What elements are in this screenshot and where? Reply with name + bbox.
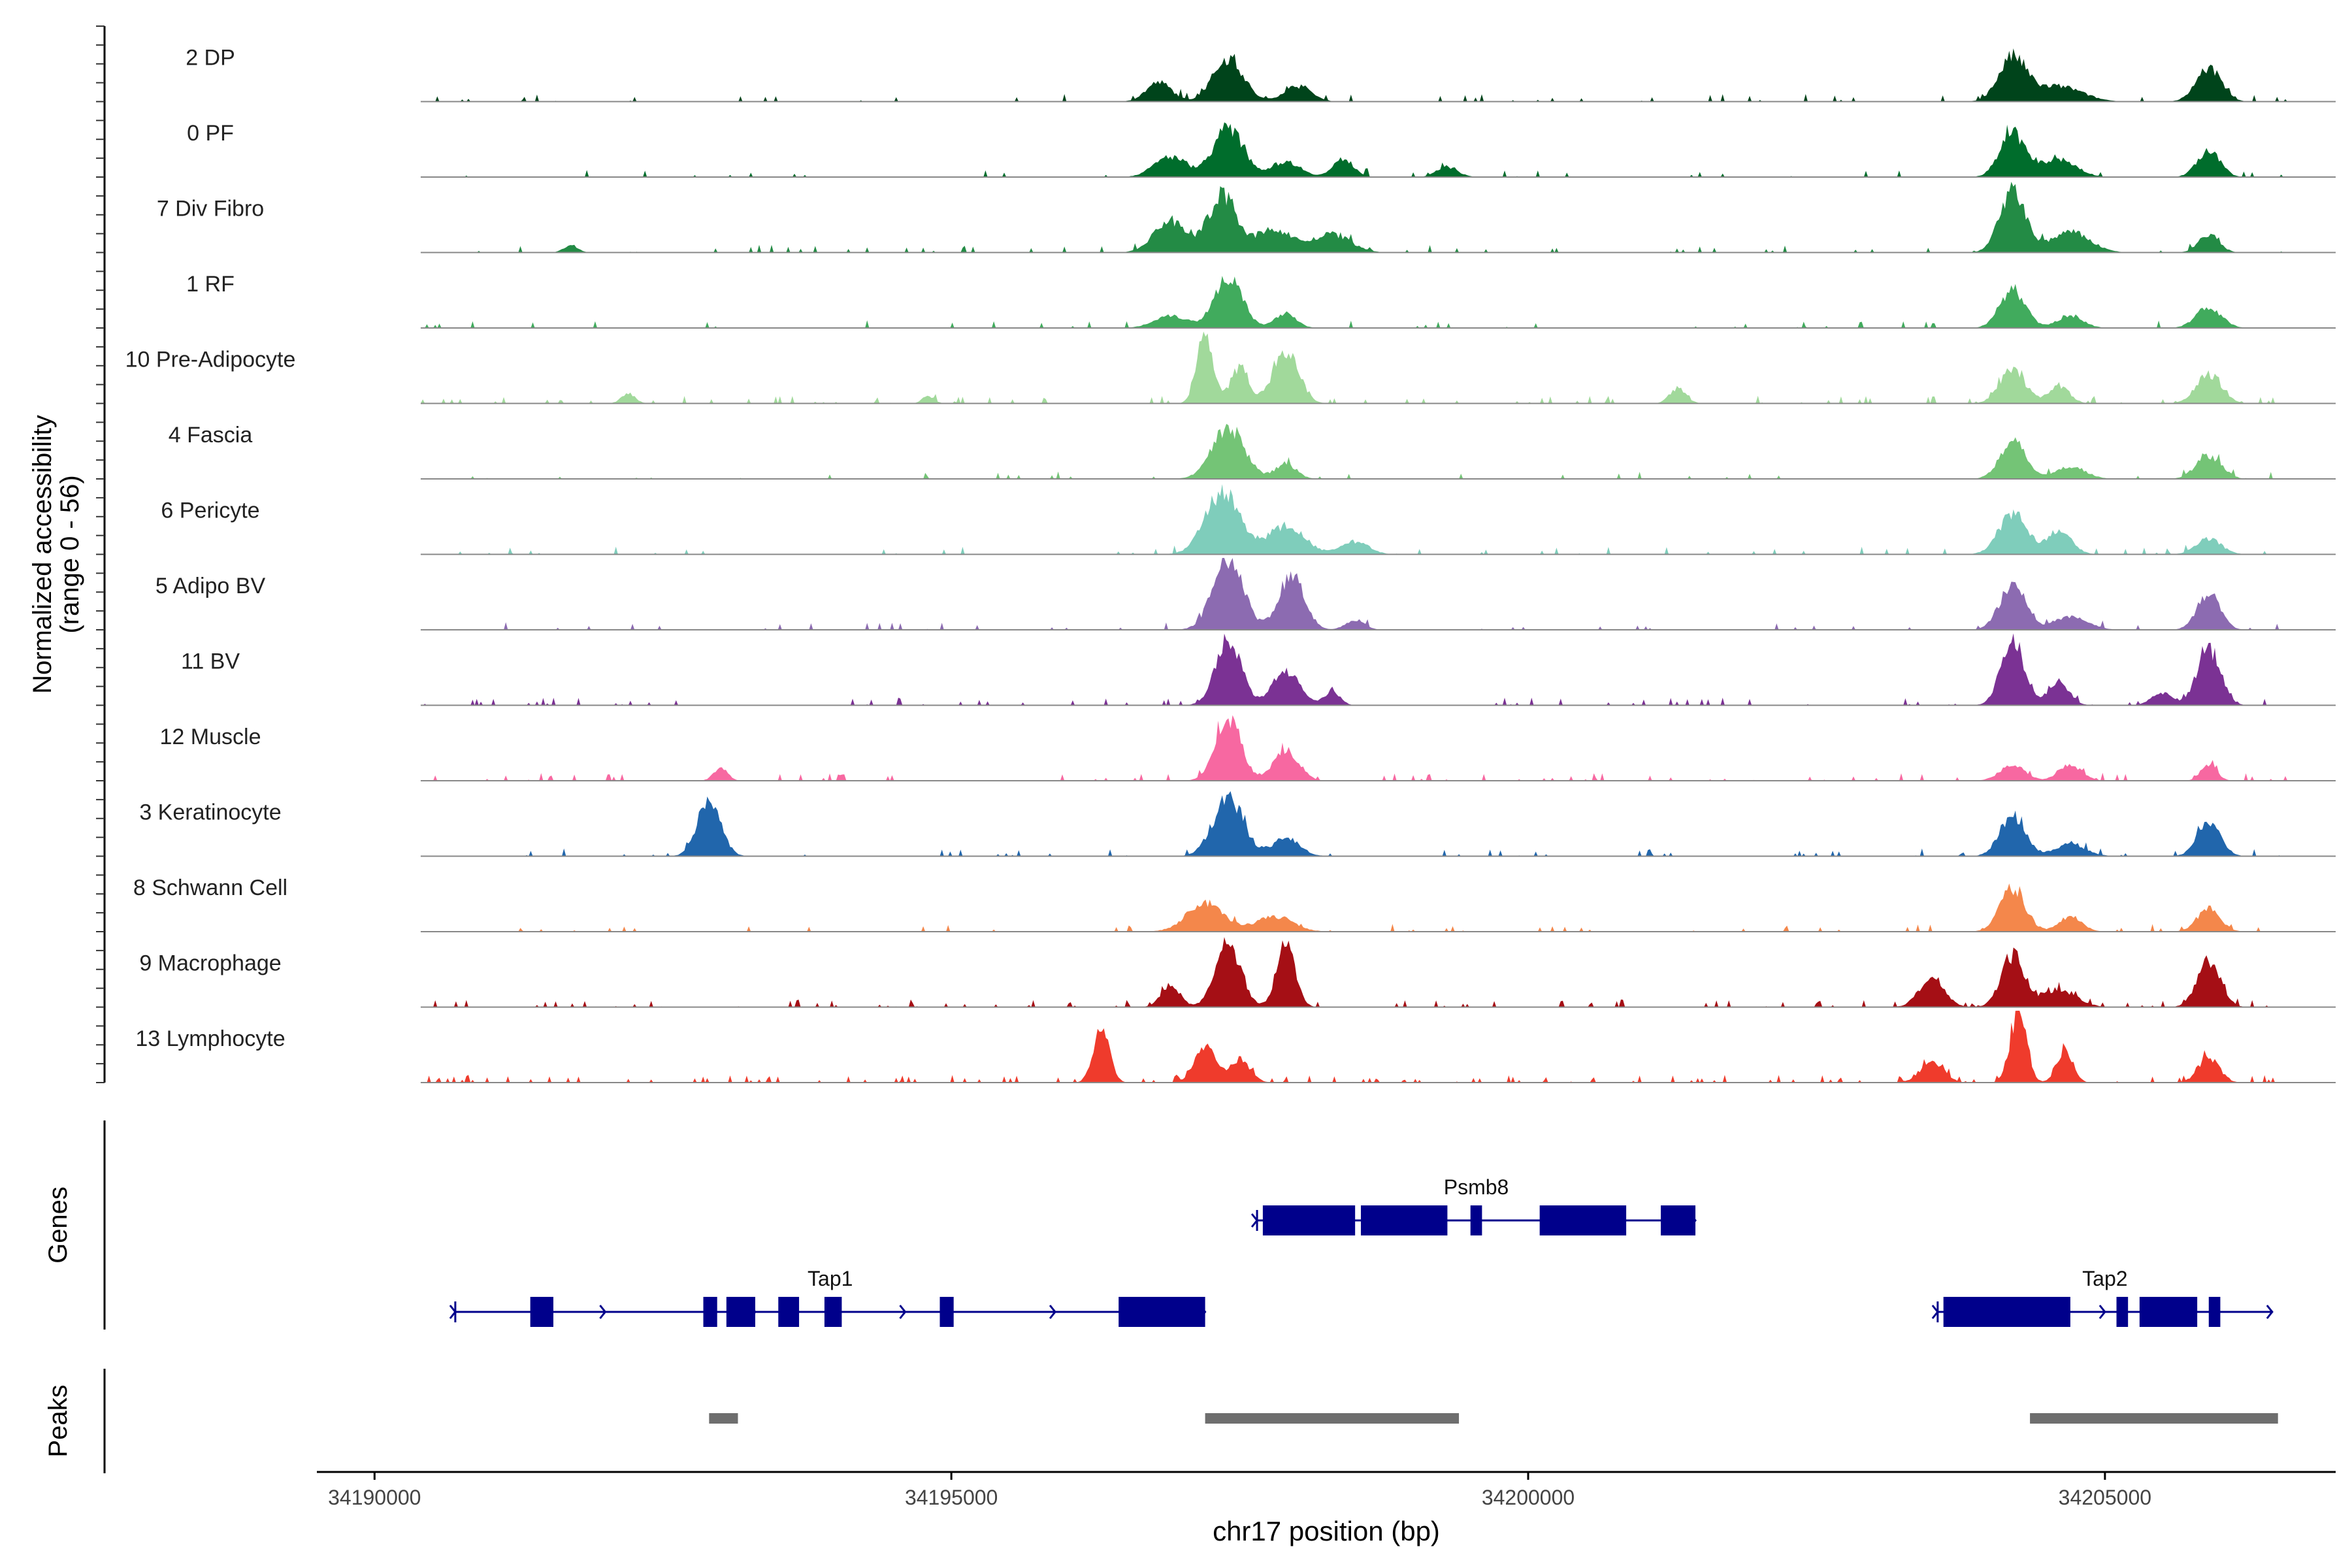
coverage-area-2 [420, 182, 2290, 253]
track-label: 5 Adipo BV [155, 574, 266, 598]
strand-arrow-icon [1931, 1305, 1939, 1319]
exon-block [1539, 1205, 1627, 1235]
track-10: 3 Keratinocyte [139, 791, 2336, 857]
track-9: 12 Muscle [160, 715, 2336, 781]
coverage-area-3 [420, 276, 2290, 328]
peak-region [2030, 1413, 2278, 1424]
coverage-area-11 [420, 883, 2290, 932]
track-1: 0 PF [187, 121, 2336, 178]
x-tick-label: 34195000 [905, 1486, 998, 1509]
exon-block [2116, 1297, 2129, 1327]
track-label: 1 RF [186, 272, 235, 297]
exon-block [726, 1297, 755, 1327]
peaks-panel: Peaks [44, 1369, 2278, 1473]
exon-block [1661, 1205, 1696, 1235]
strand-arrow-icon [449, 1305, 457, 1319]
track-2: 7 Div Fibro [157, 182, 2336, 253]
coverage-area-7 [420, 558, 2290, 630]
track-7: 5 Adipo BV [155, 558, 2336, 630]
track-label: 11 BV [181, 649, 240, 674]
exon-block [703, 1297, 717, 1327]
strand-arrow-icon [899, 1305, 907, 1319]
coverage-area-0 [420, 48, 2290, 102]
coverage-area-12 [420, 937, 2290, 1007]
coverage-area-8 [420, 633, 2290, 706]
track-label: 12 Muscle [160, 725, 261, 749]
track-label: 9 Macrophage [139, 951, 281, 976]
exon-block [824, 1297, 842, 1327]
gene-label: Psmb8 [1444, 1175, 1509, 1199]
gene-label: Tap1 [808, 1267, 853, 1290]
peak-region [709, 1413, 738, 1424]
exon-block [1470, 1205, 1482, 1235]
track-label: 13 Lymphocyte [135, 1026, 285, 1051]
track-13: 13 Lymphocyte [135, 1011, 2336, 1083]
genes-panel-label: Genes [44, 1186, 73, 1264]
exon-block [2208, 1297, 2221, 1327]
track-label: 3 Keratinocyte [139, 800, 281, 825]
track-label: 0 PF [187, 121, 234, 146]
coverage-area-10 [420, 791, 2290, 857]
gene-annotation-panel: Genes Psmb8 Tap1 Tap2 [44, 1120, 2274, 1330]
track-label: 4 Fascia [169, 423, 253, 448]
coverage-tracks: 2 DP 0 PF 7 Div Fibro 1 RF 10 Pre-Adipocyte 4… [125, 46, 2336, 1083]
track-label: 7 Div Fibro [157, 197, 264, 221]
track-3: 1 RF [186, 272, 2336, 329]
exon-block [778, 1297, 800, 1327]
strand-arrow-icon [599, 1305, 607, 1319]
track-5: 4 Fascia [169, 423, 2336, 480]
strand-arrow-icon [1049, 1305, 1056, 1319]
peaks-panel-label: Peaks [44, 1384, 73, 1457]
exon-block [530, 1297, 553, 1327]
track-12: 9 Macrophage [139, 937, 2336, 1008]
track-label: 6 Pericyte [161, 498, 259, 523]
track-label: 2 DP [186, 46, 235, 71]
track-label: 8 Schwann Cell [133, 875, 287, 900]
track-8: 11 BV [181, 633, 2336, 706]
coverage-area-13 [420, 1011, 2290, 1083]
coverage-area-4 [420, 331, 2290, 404]
track-4: 10 Pre-Adipocyte [125, 331, 2336, 404]
x-tick-label: 34200000 [1482, 1486, 1575, 1509]
exon-block [1119, 1297, 1205, 1327]
gene-psmb8: Psmb8 [1250, 1175, 1697, 1235]
gene-tap2: Tap2 [1931, 1267, 2274, 1327]
coverage-area-1 [420, 122, 2290, 177]
exon-block [939, 1297, 954, 1327]
strand-arrow-icon [2266, 1305, 2274, 1319]
strand-arrow-icon [2099, 1305, 2106, 1319]
x-axis-label: chr17 position (bp) [1213, 1516, 1440, 1546]
exon-block [1360, 1205, 1448, 1235]
track-6: 6 Pericyte [161, 484, 2336, 555]
track-11: 8 Schwann Cell [133, 875, 2336, 932]
coverage-area-6 [420, 484, 2290, 555]
exon-block [1943, 1297, 2070, 1327]
coverage-area-5 [420, 423, 2290, 479]
x-axis: 34190000 34195000 34200000 34205000 chr17 po… [317, 1471, 2336, 1546]
peak-region [1205, 1413, 1460, 1424]
strand-arrow-icon [1250, 1213, 1258, 1228]
x-tick-label: 34190000 [328, 1486, 421, 1509]
track-label: 10 Pre-Adipocyte [125, 348, 296, 372]
track-0: 2 DP [186, 46, 2336, 103]
gene-label: Tap2 [2082, 1267, 2127, 1290]
coverage-area-9 [420, 715, 2290, 781]
x-tick-label: 34205000 [2059, 1486, 2151, 1509]
gene-tap1: Tap1 [449, 1267, 1207, 1327]
exon-block [1262, 1205, 1356, 1235]
y-axis: Normalized accessibility(range 0 - 56) [28, 25, 106, 1083]
exon-block [2139, 1297, 2198, 1327]
y-axis-label: Normalized accessibility(range 0 - 56) [28, 415, 84, 694]
